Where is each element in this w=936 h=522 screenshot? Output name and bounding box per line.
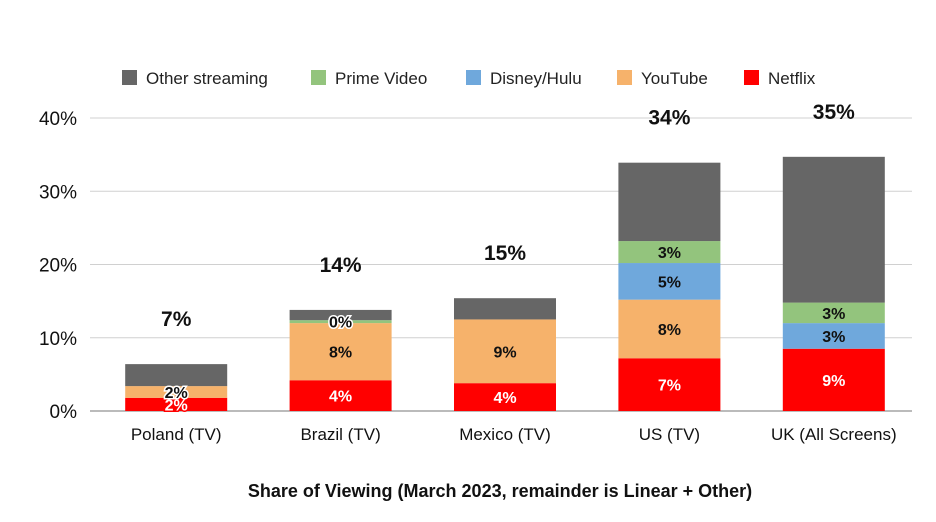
x-tick-label: Mexico (TV) — [459, 425, 551, 444]
legend-label: Netflix — [768, 69, 816, 88]
total-label: 15% — [484, 242, 526, 265]
segment-label: 5% — [658, 274, 681, 291]
legend-item: Prime Video — [311, 69, 427, 88]
legend-label: Prime Video — [335, 69, 427, 88]
total-label: 34% — [648, 107, 690, 130]
y-gridlines — [90, 117, 912, 412]
bar-segment — [125, 397, 228, 411]
segment-label: 2% — [165, 385, 188, 402]
bar-segment — [782, 348, 885, 411]
chart-legend: Other streaming Prime Video Disney/Hulu You… — [122, 69, 816, 88]
bar-segment — [618, 299, 721, 359]
y-tick-label: 40% — [39, 109, 77, 130]
y-tick-label: 0% — [50, 402, 78, 423]
bar-stack: 2%2% 7% — [125, 308, 228, 416]
segment-label: 2% — [165, 397, 188, 414]
bar-segment — [454, 298, 556, 320]
segment-label: 0% — [329, 315, 352, 332]
bar-stacks: 2%2% 7% 4% 8% 0% 14% 4% 9% 15% 7% 8% 5% 3% 34% 9% 3% 3% 3… — [125, 101, 885, 416]
bar-segment — [618, 358, 721, 411]
legend-item: Other streaming — [122, 69, 268, 88]
total-label: 14% — [320, 254, 362, 277]
total-label: 35% — [813, 101, 855, 124]
bar-segment — [782, 156, 885, 303]
legend-swatch — [466, 70, 481, 85]
bar-segment — [125, 386, 228, 398]
segment-label: 8% — [329, 345, 352, 362]
legend-item: Disney/Hulu — [466, 69, 582, 88]
legend-swatch — [617, 70, 632, 85]
segment-label: 3% — [822, 329, 845, 346]
segment-label: 3% — [822, 306, 845, 323]
x-tick-label: UK (All Screens) — [771, 425, 897, 444]
total-label: 7% — [161, 308, 192, 331]
legend-label: Other streaming — [146, 69, 268, 88]
bar-segment — [289, 323, 392, 381]
bar-segment — [125, 364, 228, 387]
x-axis: Poland (TV) Brazil (TV) Mexico (TV) US (TV)… — [131, 425, 897, 444]
bar-segment — [618, 263, 721, 300]
legend-label: YouTube — [641, 69, 708, 88]
bar-segment — [782, 323, 885, 349]
segment-label: 8% — [658, 322, 681, 339]
bar-stack: 7% 8% 5% 3% 34% — [618, 107, 721, 411]
x-tick-label: Poland (TV) — [131, 425, 222, 444]
segment-label: 4% — [493, 390, 516, 407]
bar-segment — [782, 302, 885, 324]
segment-label: 9% — [822, 373, 845, 390]
bar-segment — [289, 380, 392, 411]
bar-segment — [289, 320, 392, 324]
segment-label: 7% — [658, 378, 681, 395]
x-axis-title: Share of Viewing (March 2023, remainder … — [248, 481, 752, 501]
legend-swatch — [122, 70, 137, 85]
legend-swatch — [744, 70, 759, 85]
x-tick-label: US (TV) — [639, 425, 700, 444]
bar-stack: 4% 9% 15% — [454, 242, 556, 411]
x-tick-label: Brazil (TV) — [300, 425, 380, 444]
segment-label: 3% — [658, 245, 681, 262]
legend-item: Netflix — [744, 69, 816, 88]
legend-label: Disney/Hulu — [490, 69, 582, 88]
y-tick-label: 20% — [39, 256, 77, 277]
y-tick-label: 30% — [39, 182, 77, 203]
segment-label: 4% — [329, 389, 352, 406]
legend-item: YouTube — [617, 69, 708, 88]
segment-label: 9% — [493, 344, 516, 361]
bar-segment — [454, 319, 556, 384]
legend-swatch — [311, 70, 326, 85]
y-tick-label: 10% — [39, 329, 77, 350]
bar-segment — [618, 162, 721, 242]
bar-segment — [618, 241, 721, 264]
bar-segment — [289, 309, 392, 321]
bar-stack: 4% 8% 0% 14% — [289, 254, 392, 411]
bar-segment — [454, 383, 556, 411]
bar-stack: 9% 3% 3% 35% — [782, 101, 885, 411]
y-axis: 0% 10% 20% 30% 40% — [39, 109, 77, 423]
